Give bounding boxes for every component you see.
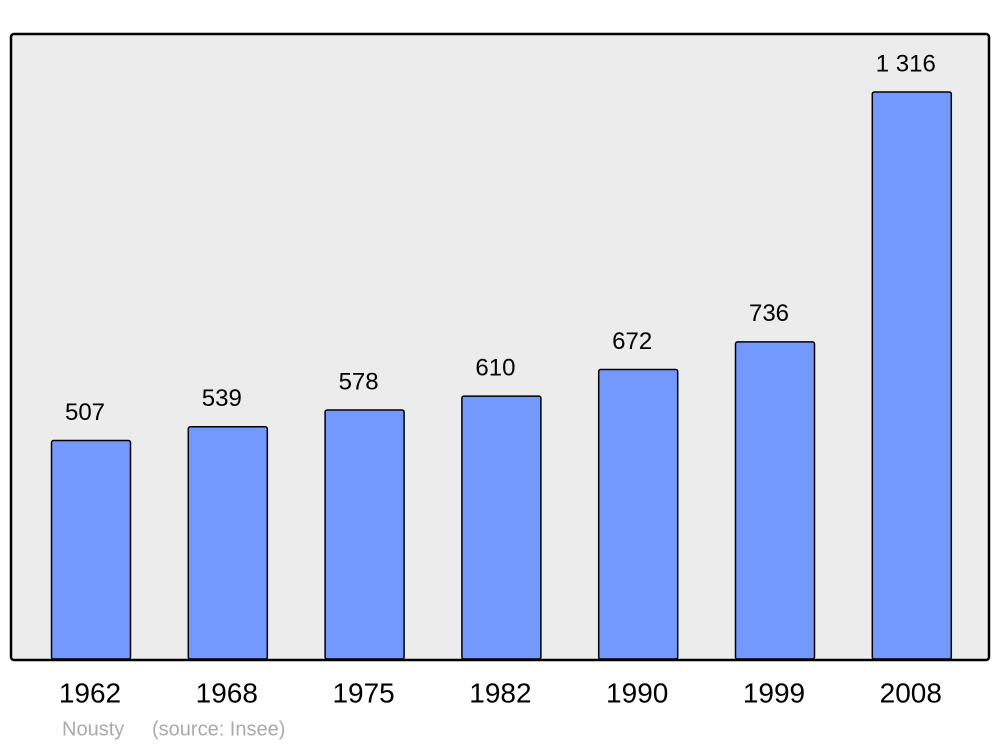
bar [50,439,132,660]
x-tick-label: 2008 [880,677,942,708]
bar [597,368,679,660]
value-label: 672 [612,328,652,355]
x-tick-label: 1968 [196,677,258,708]
x-tick-label: 1962 [59,677,121,708]
x-tick-label: 1982 [469,677,531,708]
bar [324,409,405,660]
value-label: 736 [749,300,789,327]
bar [871,91,953,660]
value-label: 610 [475,355,515,382]
bar [187,426,269,660]
source: (source: Insee) [152,718,285,740]
value-label: 1 316 [876,50,936,77]
value-label: 578 [339,368,379,395]
value-label: 507 [65,399,105,426]
bar [734,341,816,660]
x-tick-label: 1999 [743,677,805,708]
value-label: 539 [202,385,242,412]
x-tick-label: 1975 [332,677,394,708]
x-tick-label: 1990 [606,677,668,708]
place-name: Nousty [62,718,124,740]
bar [461,395,542,660]
